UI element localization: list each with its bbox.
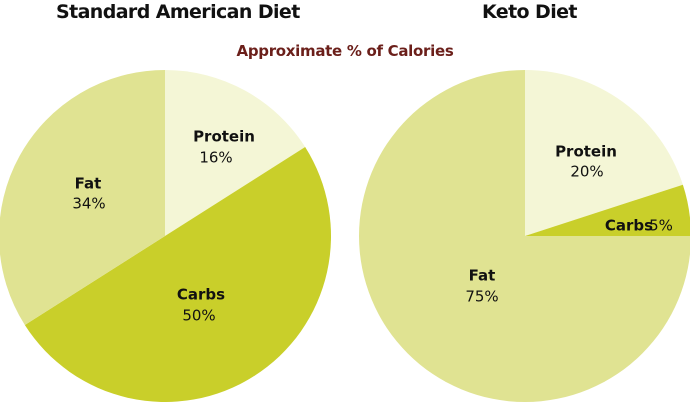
- pie-slice-carbs: [24, 147, 331, 402]
- pie-slice-protein: [525, 70, 683, 236]
- pie-standard-american-diet: Protein 16% Carbs 50% Fat 34%: [0, 70, 331, 402]
- slice-label-protein: Protein: [193, 128, 255, 146]
- chart-title-standard-american-diet: Standard American Diet: [56, 1, 300, 23]
- chart-subtitle: Approximate % of Calories: [236, 42, 454, 60]
- slice-value-protein: 16%: [199, 149, 232, 167]
- slice-label-fat: Fat: [469, 267, 496, 285]
- slice-value-carbs: 5%: [649, 217, 673, 235]
- slice-label-protein: Protein: [555, 143, 617, 161]
- slice-value-fat: 75%: [465, 288, 498, 306]
- pie-slice-protein: [165, 70, 306, 236]
- slice-value-protein: 20%: [570, 163, 603, 181]
- slice-label-fat: Fat: [75, 175, 102, 193]
- pie-slice-carbs: [525, 184, 690, 236]
- pie-slice-fat: [359, 70, 690, 402]
- slice-value-fat: 34%: [72, 195, 105, 213]
- pie-slice-fat: [0, 70, 165, 325]
- slice-label-carbs: Carbs: [605, 217, 653, 235]
- chart-title-keto-diet: Keto Diet: [482, 1, 577, 23]
- slice-value-carbs: 50%: [182, 307, 215, 325]
- slice-label-carbs: Carbs: [177, 286, 225, 304]
